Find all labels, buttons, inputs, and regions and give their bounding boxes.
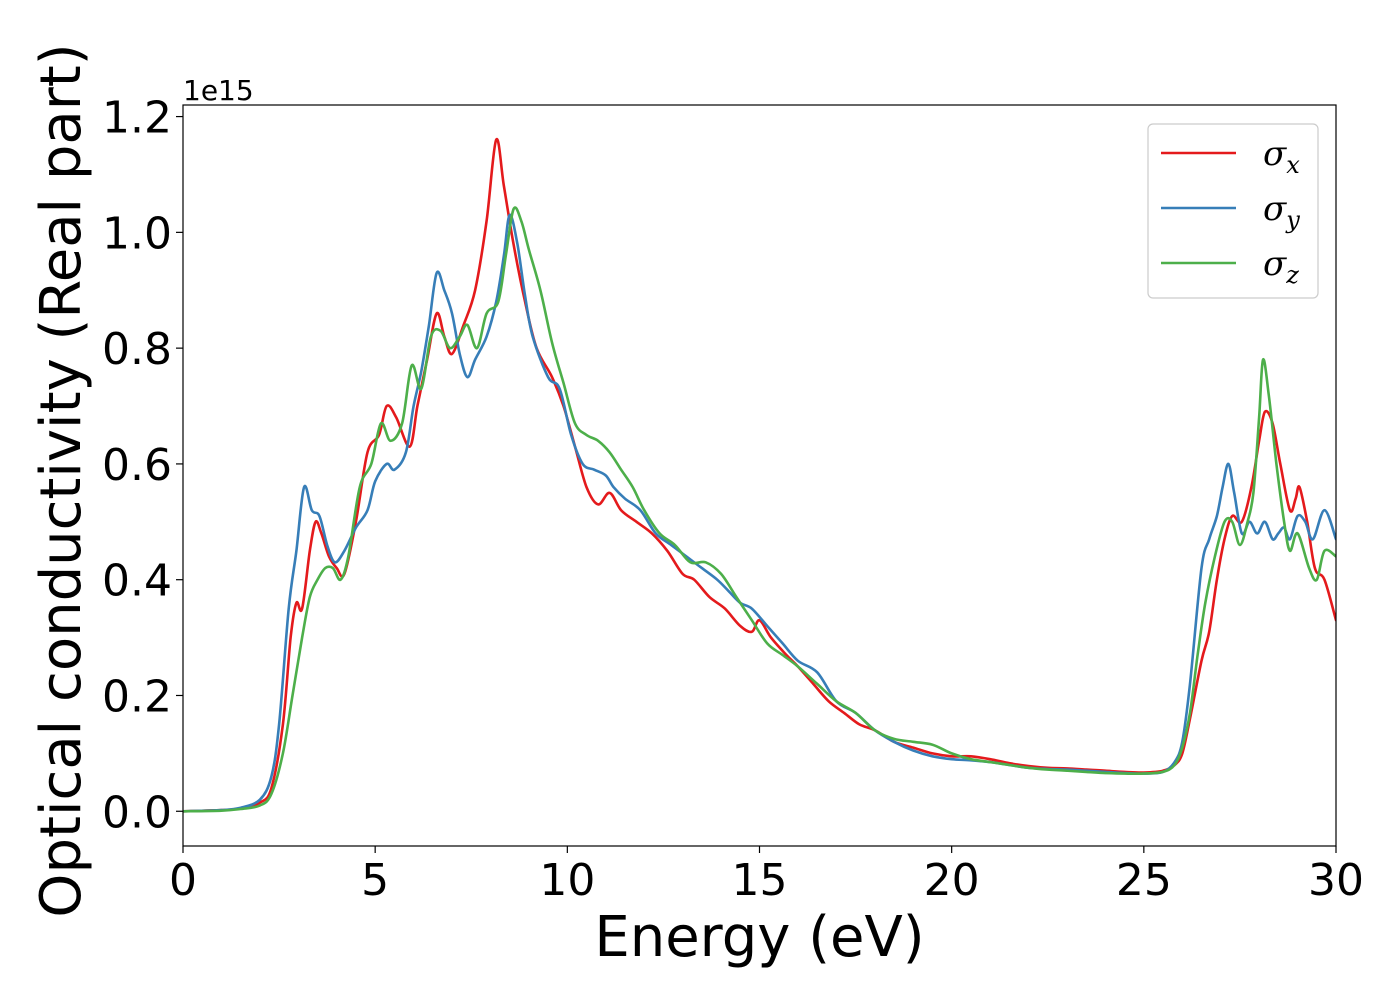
legend-box: [1147, 123, 1319, 299]
legend-label-y: σy: [1263, 189, 1300, 234]
y-tick-label: 0.4: [102, 556, 172, 607]
series-line-x: [183, 138, 1336, 813]
legend-label-z: σz: [1263, 244, 1299, 289]
x-tick-label: 15: [732, 855, 788, 906]
x-tick-label: 0: [169, 855, 197, 906]
y-tick-label: 0.2: [102, 671, 172, 722]
x-tick-label: 10: [539, 855, 595, 906]
x-tick-label: 20: [924, 855, 980, 906]
x-tick-label: 25: [1116, 855, 1172, 906]
axis-ticks: 0 5 10 15 20 25 30 0.0 0.2 0.4 0.6 0.8 1.0 1.2: [102, 93, 1364, 906]
x-tick-label: 5: [361, 855, 389, 906]
y-tick-label: 0.6: [102, 440, 172, 491]
y-axis-title: Optical conductivity (Real part): [29, 43, 94, 917]
y-tick-label: 1.0: [102, 208, 172, 259]
x-tick-label: 30: [1308, 855, 1364, 906]
y-axis-offset-label: 1e15: [183, 74, 254, 107]
legend: σx σy σz: [1147, 123, 1319, 299]
y-tick-label: 0.0: [102, 787, 172, 838]
series-line-z: [183, 206, 1336, 813]
y-tick-label: 0.8: [102, 324, 172, 375]
series-line-y: [183, 213, 1336, 813]
y-tick-label: 1.2: [102, 93, 172, 144]
series-layer: [183, 138, 1336, 813]
legend-label-x: σx: [1263, 134, 1300, 179]
x-axis-title: Energy (eV): [594, 905, 924, 970]
